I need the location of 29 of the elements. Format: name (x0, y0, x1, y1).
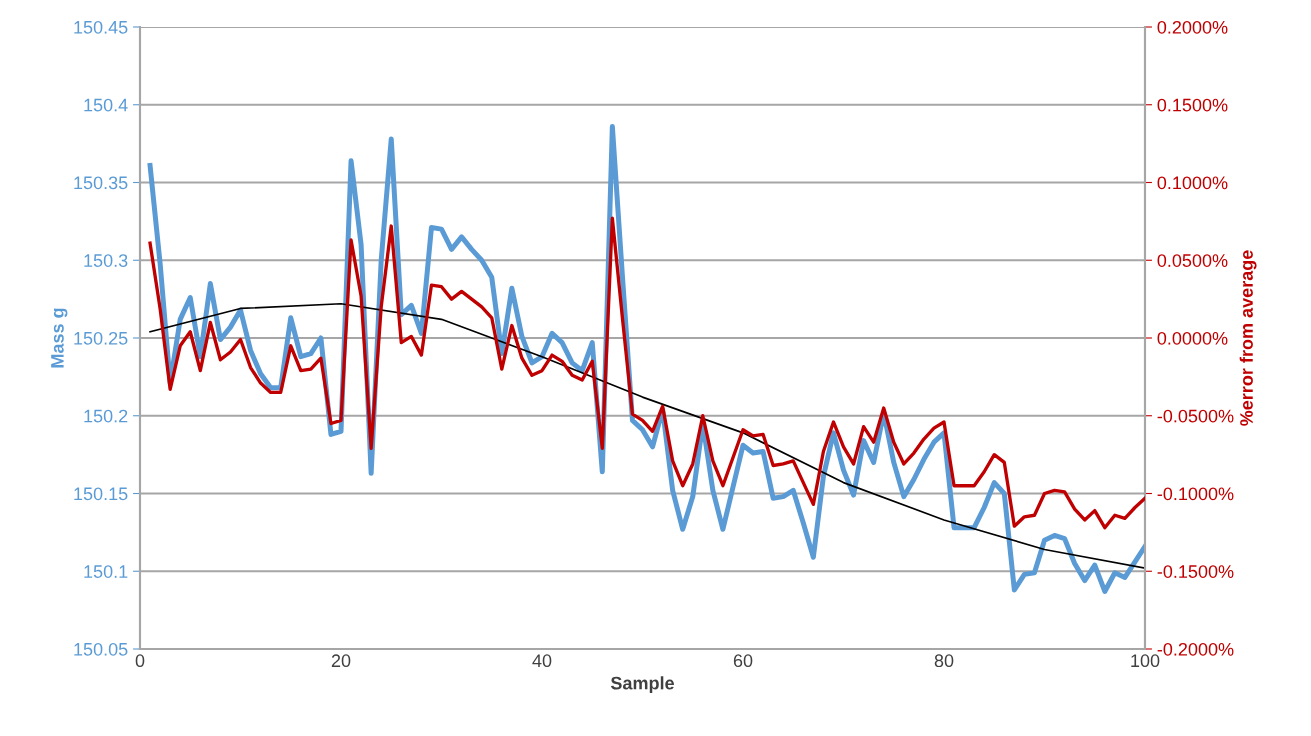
x-tick-label: 80 (934, 654, 954, 668)
y2-tick-label: -0.1000% (1157, 487, 1234, 501)
line-series (149, 302, 1145, 569)
line-series (148, 216, 1145, 530)
y2-axis-title: %error from average (1239, 250, 1257, 426)
y-tick-label: 150.4 (84, 98, 128, 112)
y2-tick-label: -0.0500% (1157, 409, 1234, 423)
y2-tick-label: 0.2000% (1157, 20, 1228, 34)
x-tick-label: 100 (1131, 654, 1160, 668)
x-axis-title: Sample (610, 676, 674, 694)
y-tick-label: 150.1 (84, 565, 128, 578)
x-tick-label: 40 (532, 654, 552, 668)
y-tick-label: 150.45 (74, 20, 128, 34)
y2-tick-label: 0.0500% (1157, 254, 1228, 267)
x-tick-label: 0 (135, 654, 145, 668)
y-tick-label: 150.15 (74, 487, 128, 501)
y-tick-label: 150.2 (84, 409, 128, 423)
x-tick-label: 60 (733, 654, 753, 668)
x-tick-label: 20 (331, 654, 351, 668)
y-tick-label: 150.35 (74, 176, 128, 190)
y2-tick-label: 0.0000% (1157, 331, 1228, 345)
y2-tick-label: -0.1500% (1157, 565, 1234, 578)
y-tick-label: 150.25 (74, 331, 128, 345)
y2-tick-label: 0.1000% (1157, 176, 1228, 190)
y-tick-label: 150.05 (74, 642, 128, 656)
y2-tick-label: -0.2000% (1157, 642, 1234, 656)
y-axis-title: Mass g (51, 308, 68, 368)
y2-tick-label: 0.1500% (1157, 98, 1228, 112)
y-tick-label: 150.3 (84, 254, 128, 267)
